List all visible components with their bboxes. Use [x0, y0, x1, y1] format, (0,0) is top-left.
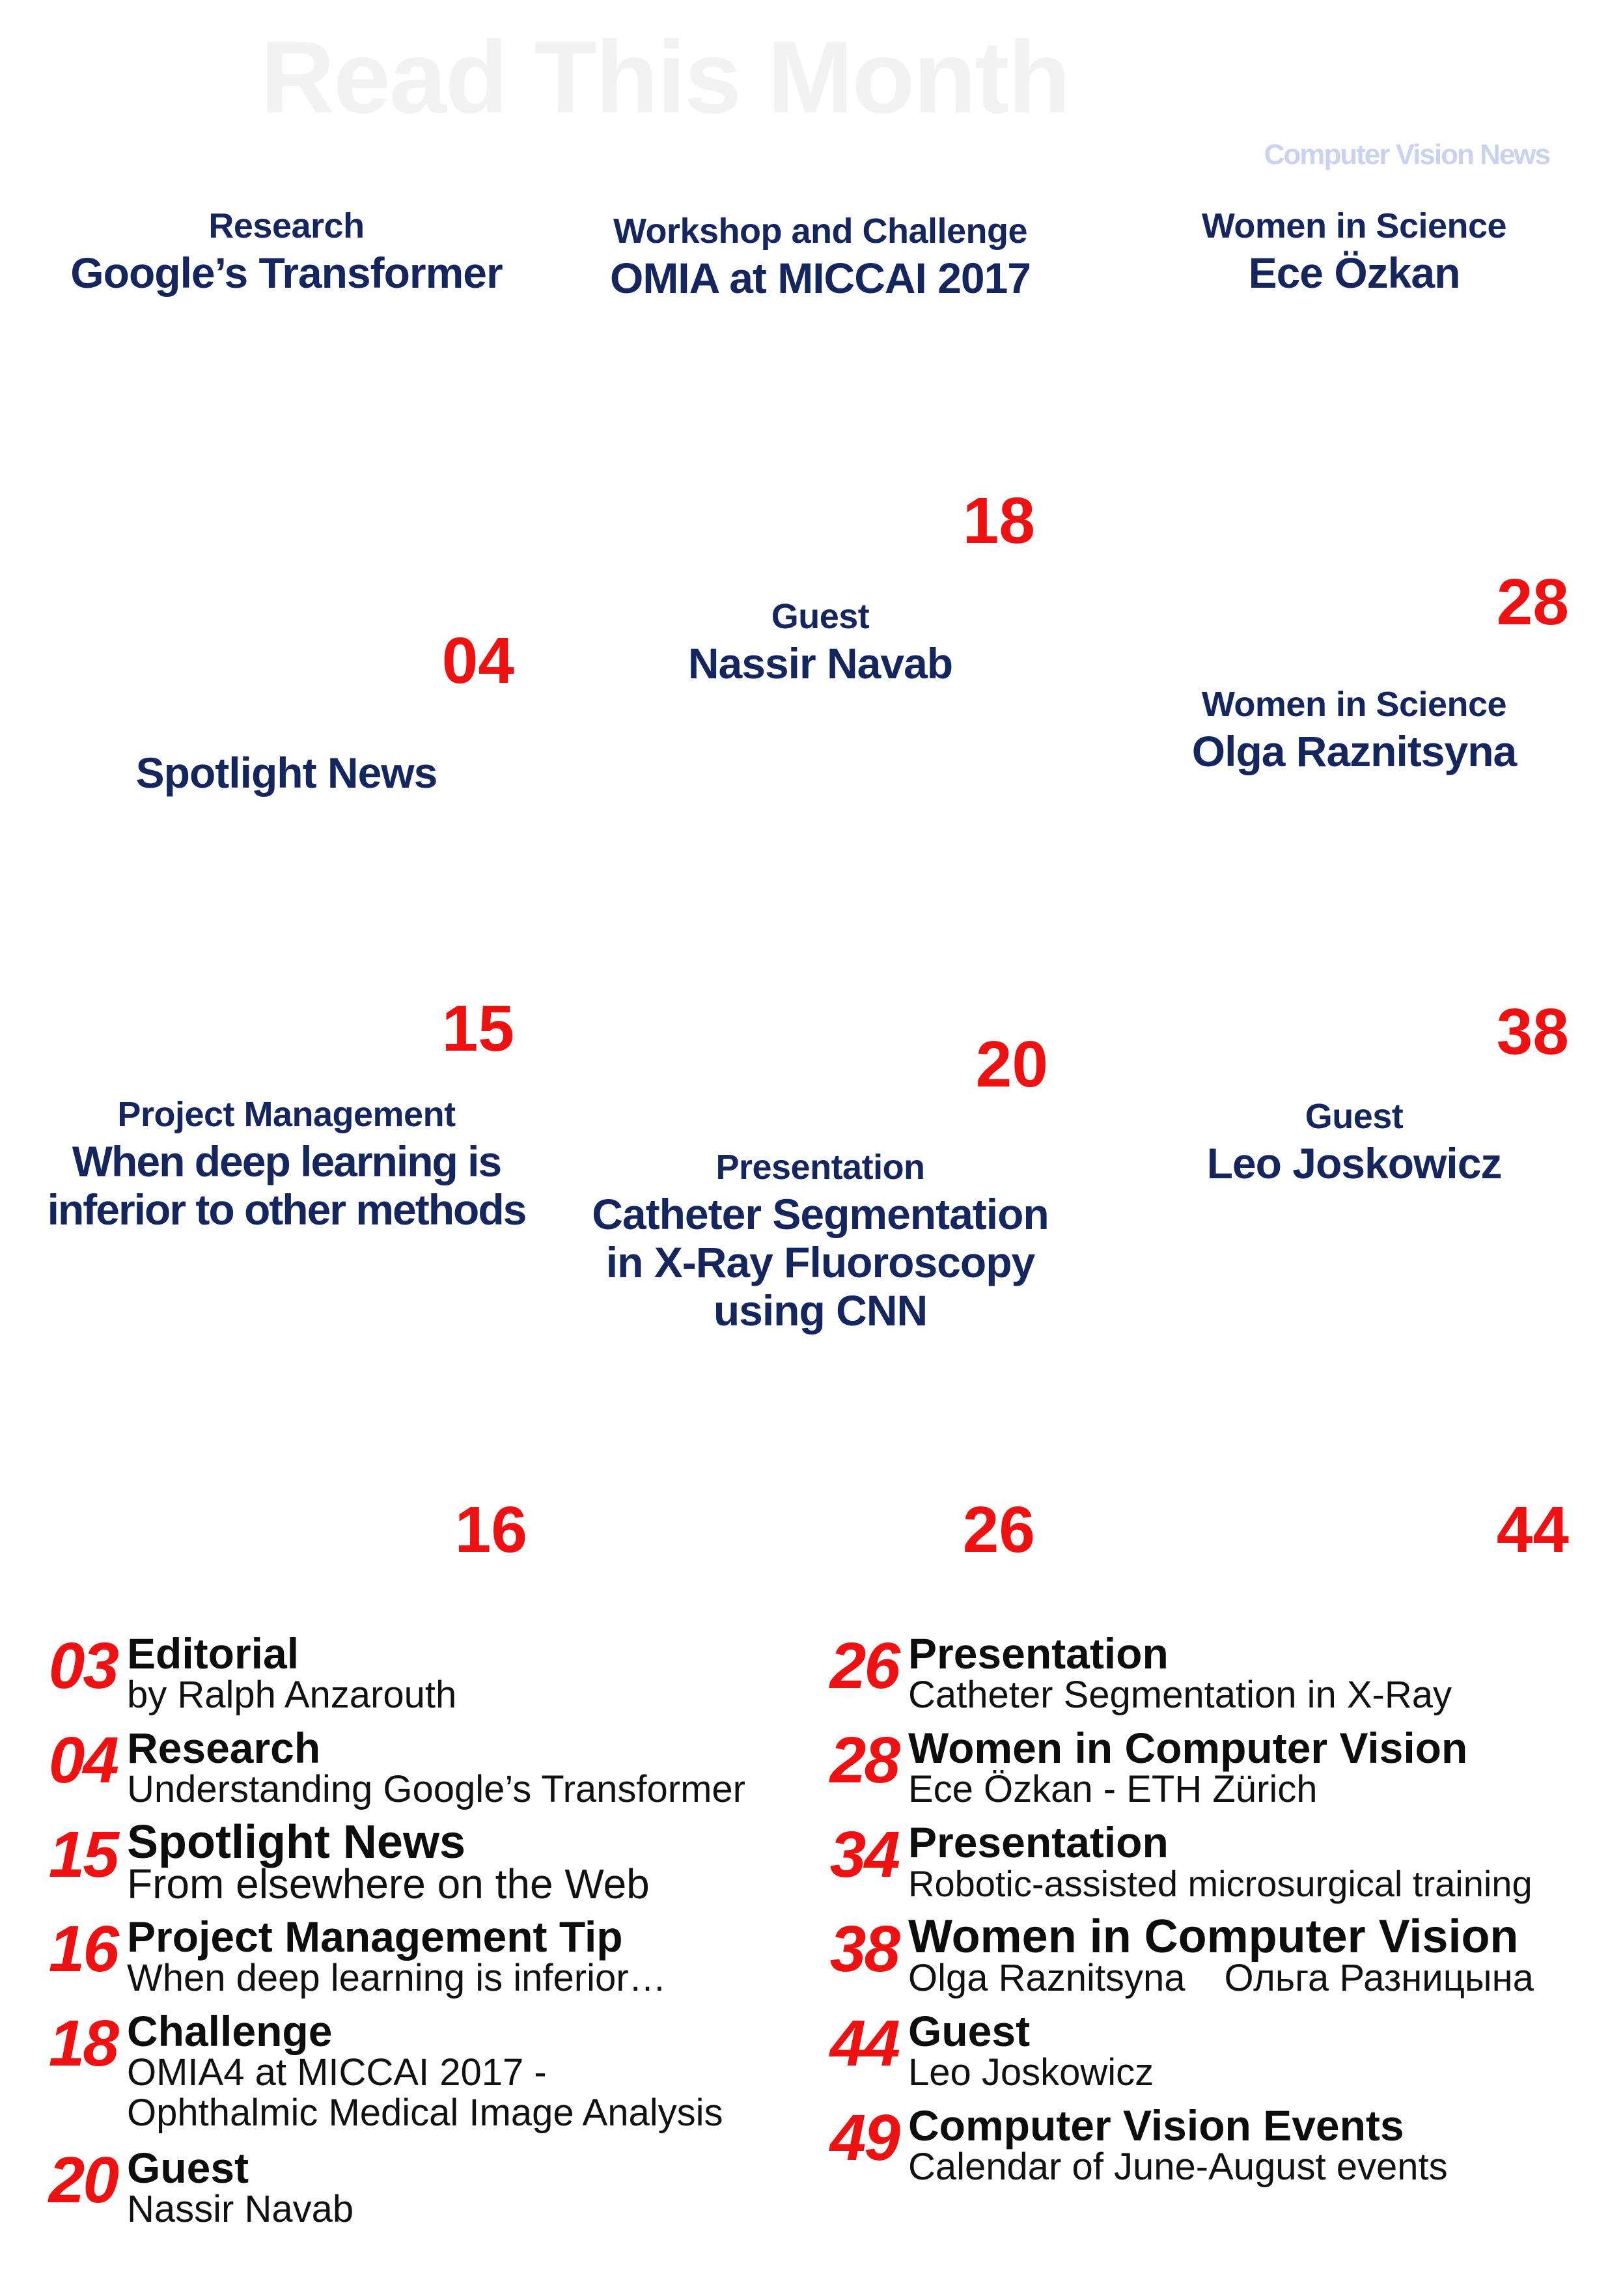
toc-page-number: 44	[829, 2007, 900, 2080]
tile-research[interactable]: Research Google’s Transformer	[33, 203, 540, 297]
page-number-wis-olga: 38	[1496, 995, 1569, 1068]
toc-subtitle-latin: Olga Raznitsyna	[908, 1957, 1186, 1999]
toc-subtitle: by Ralph Anzarouth	[127, 1674, 457, 1716]
toc-subtitle-line2: Ophthalmic Medical Image Analysis	[127, 2092, 723, 2134]
page-number-spotlight: 15	[441, 992, 514, 1065]
toc-heading: Women in Computer Vision	[908, 1724, 1468, 1772]
toc-page-number: 38	[829, 1913, 900, 1985]
toc-subtitle-line1: OMIA4 at MICCAI 2017 -	[127, 2051, 547, 2094]
tile-category: Presentation	[715, 1148, 925, 1187]
toc-heading: Presentation	[908, 1629, 1169, 1678]
tile-title-line3: using CNN	[713, 1286, 928, 1335]
tile-title: Nassir Navab	[687, 639, 953, 687]
toc-subtitle: OMIA4 at MICCAI 2017 - Ophthalmic Medica…	[127, 2053, 723, 2133]
toc-subtitle: When deep learning is inferior…	[127, 1957, 667, 1999]
toc-subtitle: Nassir Navab	[127, 2188, 354, 2230]
page-number-wis-ece: 28	[1496, 566, 1569, 639]
masthead-title: Read This Month	[260, 20, 1071, 135]
tile-title-line2: inferior to other methods	[47, 1185, 527, 1234]
toc-subtitle: From elsewhere on the Web	[127, 1860, 650, 1907]
tile-category: Project Management	[117, 1095, 456, 1134]
tile-category: Women in Science	[1201, 206, 1507, 245]
toc-entry[interactable]: 34 Presentation Robotic-assisted microsu…	[814, 1819, 1595, 1911]
page-number-presentation: 26	[962, 1493, 1035, 1566]
tile-workshop[interactable]: Workshop and Challenge OMIA at MICCAI 20…	[566, 208, 1074, 302]
tile-presentation[interactable]: Presentation Catheter Segmentation in X-…	[566, 1144, 1074, 1335]
tile-title-line1: Catheter Segmentation	[592, 1190, 1049, 1238]
toc-page-number: 04	[48, 1724, 119, 1797]
toc-entry[interactable]: 44 Guest Leo Joskowicz	[814, 2008, 1595, 2099]
tile-wis-olga[interactable]: Women in Science Olga Raznitsyna	[1100, 682, 1608, 775]
toc-entry[interactable]: 15 Spotlight News From elsewhere on the …	[33, 1819, 781, 1911]
toc-subtitle-cyrillic: Ольга Разницына	[1224, 1957, 1534, 1999]
tile-title-line1: When deep learning is	[72, 1137, 502, 1185]
toc-subtitle: Robotic-assisted microsurgical training	[908, 1863, 1533, 1904]
tile-category: Guest	[771, 597, 870, 636]
tile-category: Guest	[1305, 1097, 1404, 1136]
page-number-workshop: 18	[962, 484, 1035, 557]
page-number-research: 04	[441, 624, 514, 697]
toc-entry[interactable]: 18 Challenge OMIA4 at MICCAI 2017 - Opht…	[33, 2008, 781, 2138]
toc-subtitle: Leo Joskowicz	[908, 2051, 1154, 2094]
toc-entry[interactable]: 49 Computer Vision Events Calendar of Ju…	[814, 2103, 1595, 2194]
toc-subtitle: Ece Özkan - ETH Zürich	[908, 1768, 1318, 1810]
toc-heading: Guest	[908, 2007, 1031, 2055]
toc-subtitle: Understanding Google’s Transformer	[127, 1768, 745, 1810]
tile-title: Ece Özkan	[1248, 249, 1461, 297]
tile-wis-ece[interactable]: Women in Science Ece Özkan	[1100, 203, 1608, 297]
toc-heading: Spotlight News	[127, 1816, 465, 1868]
toc-entry[interactable]: 20 Guest Nassir Navab	[33, 2145, 781, 2236]
toc-page-number: 16	[48, 1913, 119, 1985]
toc-page-number: 15	[48, 1818, 119, 1891]
tile-title: Google’s Transformer	[70, 249, 503, 297]
toc-page-number: 03	[48, 1629, 119, 1702]
toc-page-number: 26	[829, 1629, 900, 1702]
toc-page-number: 28	[829, 1724, 900, 1797]
page-number-guest-nassir: 20	[975, 1028, 1048, 1101]
toc-heading: Research	[127, 1724, 321, 1772]
tile-category: Research	[208, 206, 365, 245]
toc-entry[interactable]: 38 Women in Computer Vision Olga Raznits…	[814, 1911, 1595, 2005]
brand-name: Computer Vision News	[1264, 139, 1551, 171]
toc-entry[interactable]: 03 Editorial by Ralph Anzarouth	[33, 1631, 781, 1722]
toc-subtitle: Catheter Segmentation in X-Ray	[908, 1674, 1452, 1716]
tile-title-line2: in X-Ray Fluoroscopy	[605, 1238, 1035, 1286]
toc-subtitle: Calendar of June-August events	[908, 2146, 1448, 2188]
toc-page-number: 34	[829, 1818, 900, 1891]
toc-heading: Women in Computer Vision	[908, 1911, 1519, 1963]
toc-heading: Editorial	[127, 1629, 299, 1678]
page-number-guest-leo: 44	[1496, 1493, 1569, 1566]
tile-project[interactable]: Project Management When deep learning is…	[33, 1092, 540, 1234]
tile-guest-nassir[interactable]: Guest Nassir Navab	[566, 594, 1074, 687]
toc-page-number: 20	[48, 2144, 119, 2217]
tile-category: Workshop and Challenge	[613, 212, 1028, 251]
toc-heading: Project Management Tip	[127, 1913, 623, 1961]
toc-page-number: 49	[829, 2101, 900, 2174]
page-number-project: 16	[454, 1493, 527, 1566]
toc-page-number: 18	[48, 2007, 119, 2080]
tile-title: Spotlight News	[135, 749, 438, 797]
toc-heading: Challenge	[127, 2007, 333, 2055]
toc-heading: Guest	[127, 2144, 249, 2192]
toc-entry[interactable]: 16 Project Management Tip When deep lear…	[33, 1914, 781, 2005]
tile-title: Olga Raznitsyna	[1191, 727, 1517, 775]
tile-guest-leo[interactable]: Guest Leo Joskowicz	[1100, 1094, 1608, 1187]
toc-subtitle: Olga Raznitsyna Ольга Разницына	[908, 1958, 1534, 1999]
toc-heading: Presentation	[908, 1818, 1169, 1866]
tile-title: OMIA at MICCAI 2017	[609, 254, 1031, 302]
toc-entry[interactable]: 04 Research Understanding Google’s Trans…	[33, 1725, 781, 1816]
toc-entry[interactable]: 28 Women in Computer Vision Ece Özkan - …	[814, 1725, 1595, 1816]
toc-entry[interactable]: 26 Presentation Catheter Segmentation in…	[814, 1631, 1595, 1722]
tile-spotlight[interactable]: Spotlight News	[33, 749, 540, 797]
tile-category: Women in Science	[1201, 685, 1507, 724]
tile-title: Leo Joskowicz	[1206, 1139, 1503, 1187]
toc-heading: Computer Vision Events	[908, 2101, 1404, 2150]
